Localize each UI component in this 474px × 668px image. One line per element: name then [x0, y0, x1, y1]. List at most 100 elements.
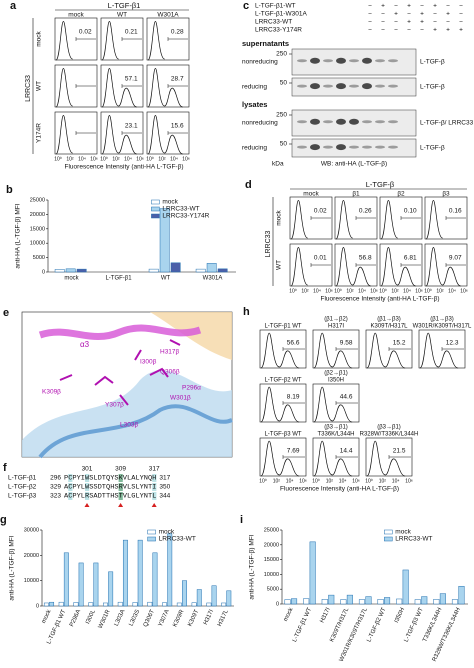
band [336, 118, 346, 125]
histogram-curve [380, 247, 416, 287]
bar [132, 602, 138, 607]
gate-value: 0.26 [359, 208, 372, 215]
band [375, 120, 385, 124]
gate-value: 7.69 [287, 447, 300, 454]
bar [117, 601, 123, 607]
gate-value: 15.6 [171, 123, 184, 130]
histogram-frame [54, 17, 98, 61]
band [362, 120, 372, 124]
histogram-curve [101, 115, 137, 155]
band [336, 83, 346, 90]
histogram-curve [419, 332, 459, 369]
bar [309, 541, 316, 605]
lane-sign: − [459, 11, 463, 18]
bar [167, 533, 173, 607]
bar [191, 602, 197, 607]
bar [206, 602, 212, 607]
band [375, 59, 385, 63]
bar [159, 208, 170, 273]
lane-sign: − [381, 11, 385, 18]
y-tick-label: 0 [276, 601, 279, 607]
legend-label: mock [159, 529, 175, 536]
x-tick-label: 10⁶ [325, 288, 333, 294]
lane-sign: − [381, 27, 385, 34]
histogram-frame [259, 329, 307, 369]
gate-value: 0.16 [449, 208, 462, 215]
gate-value: 57.1 [125, 76, 138, 83]
histogram-frame [424, 243, 468, 287]
legend-swatch [147, 529, 156, 535]
column-label: mock [68, 12, 84, 19]
y-axis-label: anti-HA (L-TGF-β) MFI [15, 203, 22, 268]
gate-value: 0.21 [125, 29, 138, 36]
band [310, 57, 320, 64]
row-label: WT [36, 81, 43, 91]
band [349, 118, 359, 125]
x-axis-label: Fluorescence Intensity (anti-HA L-TGF-β) [321, 296, 440, 303]
residue-label: I300β [140, 359, 157, 366]
histogram-curve [366, 332, 406, 369]
bar [182, 580, 187, 607]
bar [414, 599, 421, 605]
row-label: WT [276, 260, 283, 270]
band [375, 145, 385, 149]
x-tick-label: 10⁰ [312, 478, 320, 484]
histogram-curve [425, 200, 443, 240]
y-tick-label: 20000 [264, 542, 279, 548]
x-tick-label: 10² [66, 156, 74, 162]
sequence-end: 350 [159, 484, 170, 491]
residue-label: H317β [160, 349, 180, 356]
panel-header: L-TGF-β1 WT [264, 324, 301, 330]
bar [321, 599, 328, 605]
bar [206, 263, 217, 273]
bar [340, 599, 347, 605]
bar [49, 601, 55, 607]
conserved-highlight [152, 474, 157, 482]
x-tick-label: 10⁶ [460, 288, 468, 294]
group-label: LRRC33 [265, 230, 272, 257]
histogram-curve [147, 115, 183, 155]
bar [421, 596, 428, 605]
lane-sign: + [394, 11, 398, 18]
blot-condition: nonreducing [242, 59, 278, 66]
panel-header: I350H [328, 378, 344, 384]
histogram-frame [100, 17, 144, 61]
panel-header: L-TGF-β2 WT [264, 378, 301, 384]
ribbon-orange [150, 312, 232, 360]
gate-value: 21.5 [393, 447, 406, 454]
x-tick-label: 10⁶ [352, 478, 360, 484]
histogram-curve [260, 440, 300, 477]
blot-condition: reducing [242, 84, 267, 91]
lane-sign: − [368, 3, 372, 10]
legend-swatch [384, 529, 393, 535]
title: L-TGF-β1 [108, 1, 141, 10]
residue-label: L303β [120, 422, 138, 429]
unit: kDa [272, 161, 284, 168]
lane-sign: + [446, 11, 450, 18]
residue-label: Y307β [105, 402, 124, 409]
histogram-curve [425, 247, 461, 287]
band [297, 145, 307, 149]
histogram-frame [365, 329, 413, 369]
column-label: β3 [442, 191, 450, 198]
mutation-marker [84, 503, 90, 507]
x-tick-label: 10² [391, 288, 399, 294]
x-tick-label: L-TGF-β1 [105, 276, 132, 282]
panel-label: b [6, 184, 13, 196]
y-tick-label: 0 [42, 269, 45, 275]
lane-sign: − [394, 19, 398, 26]
bar [451, 599, 458, 605]
x-tick-label: 10² [326, 478, 334, 484]
histogram-curve [147, 68, 183, 108]
band [349, 59, 359, 63]
x-tick-label: 10² [158, 156, 166, 162]
bar [93, 562, 99, 607]
x-tick-label: 10⁰ [379, 288, 387, 294]
band [388, 145, 398, 149]
legend-label: LRRC33-WT [395, 536, 432, 543]
x-tick-label: W301A [203, 276, 223, 282]
lane-sign: − [446, 19, 450, 26]
band-label: L-TGF-β/ LRRC33 [420, 120, 474, 127]
bar [365, 596, 372, 605]
histogram-curve [55, 68, 73, 108]
